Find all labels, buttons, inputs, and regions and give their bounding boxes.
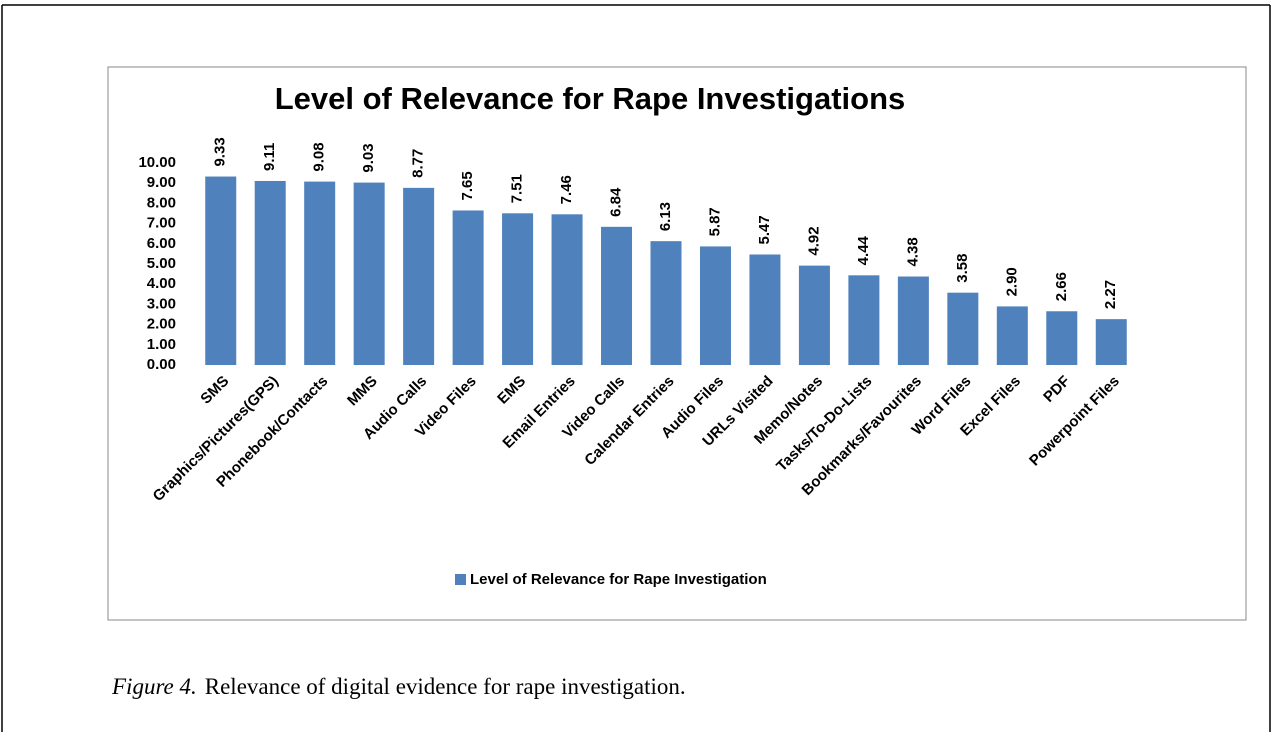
bar (551, 214, 583, 365)
value-label: 4.44 (855, 235, 872, 265)
y-tick-label: 10.00 (138, 154, 176, 171)
bar (798, 265, 830, 365)
value-label: 5.47 (756, 215, 773, 244)
bar (502, 213, 534, 365)
bar (897, 276, 929, 365)
bar (947, 292, 979, 365)
value-label: 7.46 (558, 175, 575, 204)
caption-text: Relevance of digital evidence for rape i… (205, 674, 686, 699)
value-label: 2.66 (1053, 272, 1070, 301)
value-label: 9.03 (360, 143, 377, 172)
value-label: 9.33 (212, 137, 229, 166)
y-tick-label: 6.00 (147, 235, 176, 252)
value-label: 2.27 (1102, 280, 1119, 309)
value-label: 7.51 (509, 174, 526, 203)
value-label: 2.90 (1003, 267, 1020, 296)
value-label: 9.11 (261, 143, 278, 171)
bar (699, 246, 731, 365)
y-tick-label: 4.00 (147, 275, 176, 292)
value-label: 8.77 (410, 149, 427, 178)
value-label: 4.92 (805, 226, 822, 255)
y-tick-label: 7.00 (147, 215, 176, 232)
bar (452, 210, 484, 365)
bar (749, 254, 781, 365)
bar (1046, 311, 1078, 365)
bar (205, 176, 237, 365)
bar (353, 182, 385, 365)
value-label: 7.65 (459, 171, 476, 200)
value-label: 6.84 (607, 187, 624, 217)
y-tick-label: 1.00 (147, 336, 176, 353)
y-tick-label: 3.00 (147, 295, 176, 312)
bar (403, 187, 435, 365)
bar (650, 241, 682, 365)
y-tick-label: 0.00 (147, 356, 176, 373)
bar (601, 226, 633, 365)
value-label: 9.08 (311, 142, 328, 171)
y-tick-label: 9.00 (147, 174, 176, 191)
value-label: 3.58 (954, 253, 971, 282)
bar (1095, 319, 1127, 365)
value-label: 5.87 (706, 207, 723, 236)
legend-label: Level of Relevance for Rape Investigatio… (470, 571, 767, 588)
chart-title: Level of Relevance for Rape Investigatio… (275, 81, 906, 116)
bar (996, 306, 1028, 365)
caption: Figure 4. Relevance of digital evidence f… (111, 674, 686, 699)
value-label: 4.38 (904, 237, 921, 266)
bar (254, 180, 286, 365)
y-tick-label: 5.00 (147, 255, 176, 272)
y-tick-label: 8.00 (147, 194, 176, 211)
bar (304, 181, 336, 365)
y-tick-label: 2.00 (147, 316, 176, 333)
value-label: 6.13 (657, 202, 674, 231)
caption-label: Figure 4. (111, 674, 197, 699)
bar (848, 275, 880, 365)
legend-swatch (455, 574, 466, 585)
